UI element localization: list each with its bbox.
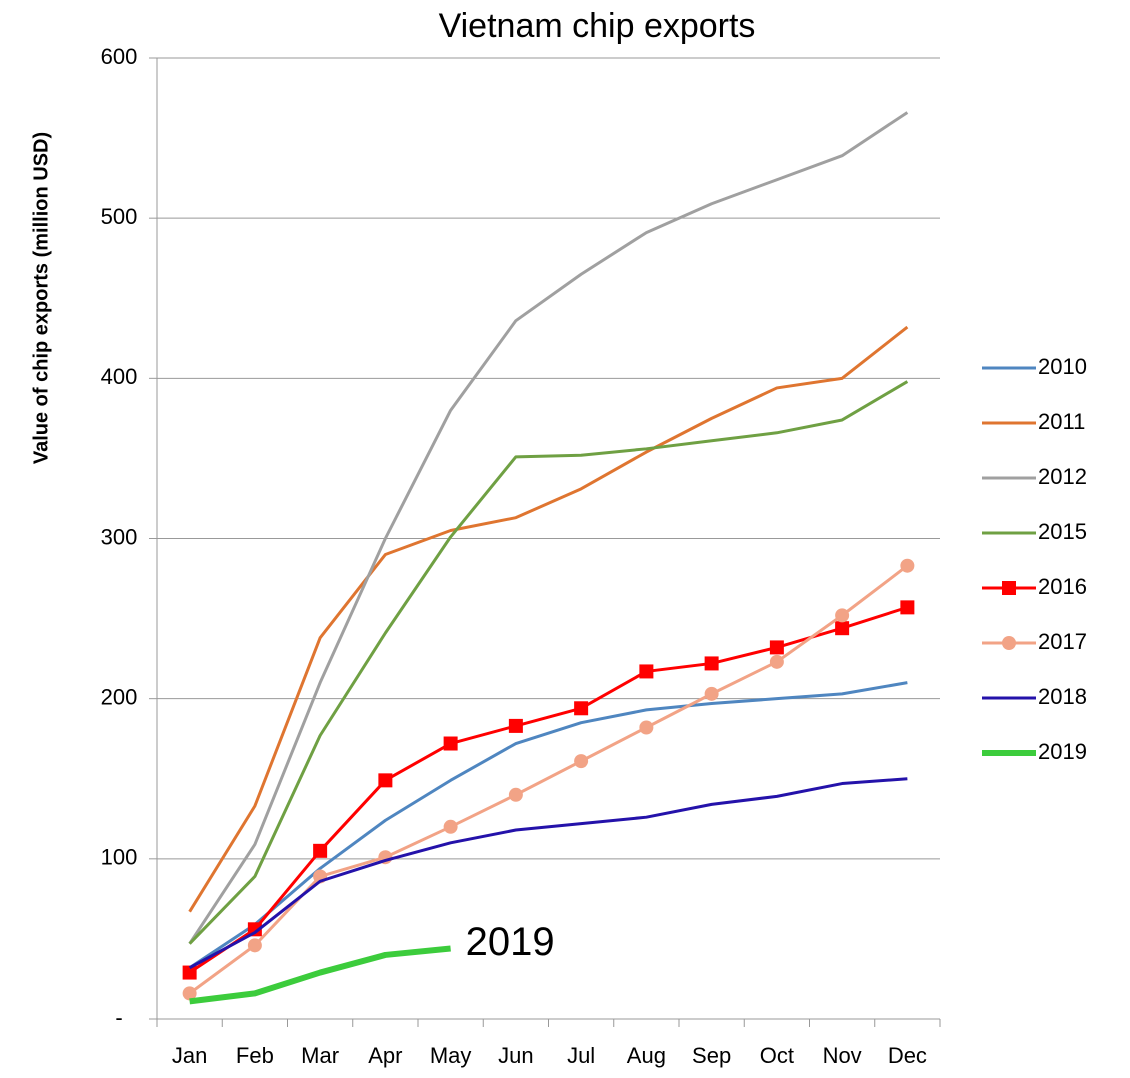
y-tick-label: 100: [101, 845, 138, 870]
data-point: [182, 986, 197, 1001]
y-tick-label: 300: [101, 524, 138, 549]
data-point: [443, 819, 458, 834]
data-point: [247, 938, 262, 953]
legend-label: 2011: [1038, 409, 1085, 434]
data-point: [769, 654, 784, 669]
series-line: [188, 681, 908, 969]
y-tick-label: 500: [101, 204, 138, 229]
series-line: [189, 945, 451, 1005]
x-tick-label: Nov: [823, 1043, 862, 1068]
legend-label: 2010: [1038, 354, 1087, 379]
data-point: [900, 558, 915, 573]
x-tick-label: Mar: [301, 1043, 339, 1068]
data-point: [443, 736, 458, 751]
data-point: [835, 608, 850, 623]
y-tick-label: 400: [101, 364, 138, 389]
x-tick-label: Jul: [567, 1043, 595, 1068]
data-point: [508, 718, 523, 733]
y-tick-label: -: [115, 1005, 122, 1030]
x-tick-label: Apr: [368, 1043, 402, 1068]
data-point: [639, 720, 654, 735]
series-line: [188, 325, 909, 913]
legend-label: 2017: [1038, 629, 1087, 654]
x-tick-label: Jan: [172, 1043, 207, 1068]
data-point: [639, 664, 654, 679]
x-tick-label: Aug: [627, 1043, 666, 1068]
data-point: [182, 965, 197, 980]
legend-label: 2015: [1038, 519, 1087, 544]
legend-marker: [1002, 581, 1016, 595]
legend-label: 2016: [1038, 574, 1087, 599]
annotation: 2019: [466, 920, 555, 964]
series-line: [188, 777, 908, 970]
legend-label: 2018: [1038, 684, 1087, 709]
series-line: [188, 380, 909, 945]
y-tick-label: 600: [101, 44, 138, 69]
x-tick-label: Oct: [760, 1043, 794, 1068]
legend-label: 2019: [1038, 739, 1087, 764]
data-point: [574, 701, 589, 716]
data-point: [835, 621, 850, 636]
x-tick-label: Jun: [498, 1043, 533, 1068]
y-tick-label: 200: [101, 684, 138, 709]
x-tick-label: May: [430, 1043, 472, 1068]
legend-label: 2012: [1038, 464, 1087, 489]
data-point: [508, 787, 523, 802]
series-line: [188, 605, 908, 974]
data-point: [704, 656, 719, 671]
x-tick-label: Feb: [236, 1043, 274, 1068]
data-point: [574, 754, 589, 769]
x-tick-label: Dec: [888, 1043, 927, 1068]
legend-marker: [1002, 636, 1016, 650]
x-tick-label: Sep: [692, 1043, 731, 1068]
data-point: [900, 600, 915, 615]
data-point: [704, 686, 719, 701]
data-point: [313, 843, 328, 858]
y-axis-label: Value of chip exports (million USD): [30, 132, 52, 464]
data-point: [378, 773, 393, 788]
chart-title: Vietnam chip exports: [439, 7, 756, 45]
data-point: [769, 640, 784, 655]
series-line: [188, 111, 909, 945]
